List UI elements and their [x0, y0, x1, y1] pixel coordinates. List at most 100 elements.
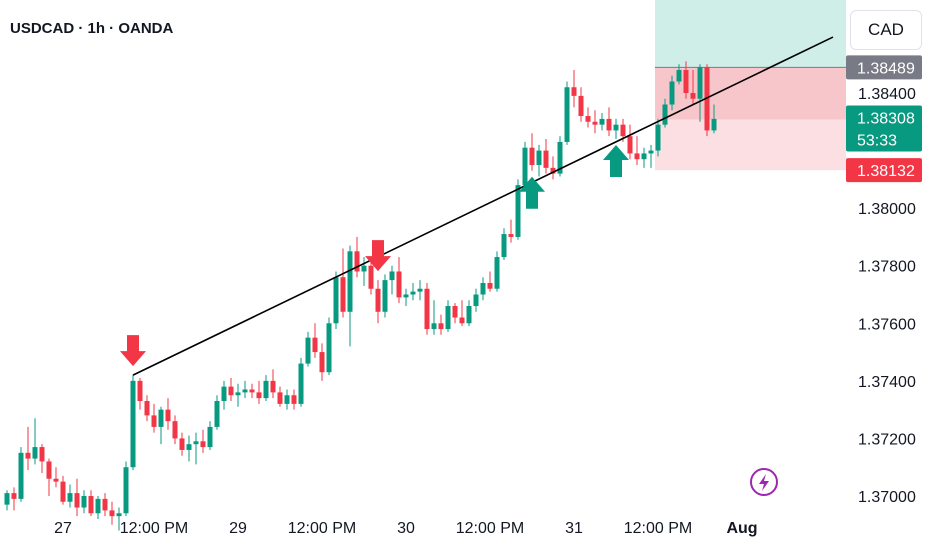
candle-body	[676, 69, 682, 82]
price-badge	[846, 105, 922, 152]
candle-body	[697, 67, 703, 99]
candle-body	[4, 493, 10, 505]
up-arrow-icon	[603, 145, 629, 178]
candle-body	[417, 288, 423, 292]
candle-body	[81, 496, 87, 508]
candle-body	[11, 493, 17, 499]
candle-body	[74, 493, 80, 508]
candle-body	[270, 380, 276, 393]
price-tick-label: 1.37800	[858, 259, 916, 276]
candle-body	[298, 363, 304, 404]
candle-body	[599, 118, 605, 125]
stop-zone-light	[655, 119, 846, 171]
price-axis: 1.38400 1.38000 1.37800 1.37600 1.37400 1.372…	[858, 86, 916, 506]
candle-body	[711, 118, 717, 131]
candle-body	[25, 452, 31, 459]
candle-body	[396, 271, 402, 298]
candle-body	[536, 150, 542, 165]
candle-body	[263, 380, 269, 399]
candle-body	[284, 395, 290, 404]
candle-body	[326, 323, 332, 373]
candle-body	[410, 291, 416, 295]
candle-body	[466, 306, 472, 324]
price-tick-label: 1.37600	[858, 316, 916, 333]
candle-body	[88, 496, 94, 514]
candle-body	[403, 294, 409, 298]
candle-body	[571, 87, 577, 96]
candle-body	[95, 498, 101, 514]
price-tick-label: 1.38400	[858, 86, 916, 103]
candle-body	[214, 401, 220, 427]
price-tick-label: 1.37400	[858, 374, 916, 391]
time-tick-label: 31	[565, 520, 583, 537]
candle-body	[319, 352, 325, 373]
candle-body	[480, 282, 486, 295]
time-tick-label: 12:00 PM	[288, 520, 356, 537]
candle-body	[648, 150, 654, 154]
price-badge	[846, 158, 922, 183]
candle-body	[459, 317, 465, 324]
lightning-icon[interactable]	[750, 468, 778, 496]
candle-body	[627, 136, 633, 154]
price-badge-label: 1.38132	[857, 163, 915, 180]
candle-body	[53, 478, 59, 482]
candle-body	[620, 124, 626, 137]
candle-body	[494, 257, 500, 289]
candle-body	[564, 87, 570, 142]
currency-button[interactable]: CAD	[850, 10, 922, 50]
price-tick-label: 1.37200	[858, 431, 916, 448]
candle-body	[102, 498, 108, 511]
candle-body	[431, 323, 437, 330]
trendline	[132, 36, 834, 376]
candle-body	[235, 392, 241, 396]
time-tick-label: 27	[54, 520, 72, 537]
candle-body	[382, 280, 388, 312]
time-tick-label: Aug	[726, 520, 757, 537]
candle-body	[172, 421, 178, 439]
price-badge-label: 1.38308	[857, 110, 915, 127]
time-axis: 27 12:00 PM 29 12:00 PM 30 12:00 PM 31 12:00 PM…	[54, 520, 757, 537]
candle-body	[130, 380, 136, 468]
candle-body	[578, 95, 584, 117]
candle-body	[662, 104, 668, 125]
candle-body	[123, 467, 129, 514]
candle-body	[375, 288, 381, 312]
price-badge	[846, 55, 922, 80]
candle-body	[613, 124, 619, 131]
candle-body	[277, 392, 283, 404]
candle-body	[137, 380, 143, 402]
up-arrow-icon	[519, 176, 545, 209]
candle-body	[424, 288, 430, 330]
time-tick-label: 29	[229, 520, 247, 537]
candle-body	[340, 277, 346, 312]
candle-body	[242, 389, 248, 393]
candle-body	[522, 147, 528, 186]
candle-body	[529, 147, 535, 165]
time-tick-label: 30	[397, 520, 415, 537]
candle-body	[501, 234, 507, 258]
candle-body	[487, 282, 493, 289]
candle-body	[592, 121, 598, 125]
candlestick-series	[4, 61, 717, 531]
candle-body	[228, 386, 234, 396]
candle-body	[256, 392, 262, 399]
candle-body	[347, 251, 353, 312]
trendline-layer	[132, 36, 834, 376]
time-tick-label: 12:00 PM	[624, 520, 692, 537]
candle-body	[389, 271, 395, 281]
price-tick-label: 1.38000	[858, 201, 916, 218]
candle-body	[151, 415, 157, 427]
time-tick-label: 12:00 PM	[120, 520, 188, 537]
candle-body	[312, 337, 318, 353]
candle-body	[641, 153, 647, 160]
candle-body	[473, 294, 479, 307]
candle-body	[585, 116, 591, 122]
candle-body	[158, 409, 164, 427]
chart-title: USDCAD · 1h · OANDA	[10, 20, 174, 37]
candle-body	[165, 409, 171, 422]
candle-body	[221, 386, 227, 402]
candle-body	[200, 441, 206, 448]
candle-body	[634, 153, 640, 160]
candle-body	[452, 306, 458, 318]
